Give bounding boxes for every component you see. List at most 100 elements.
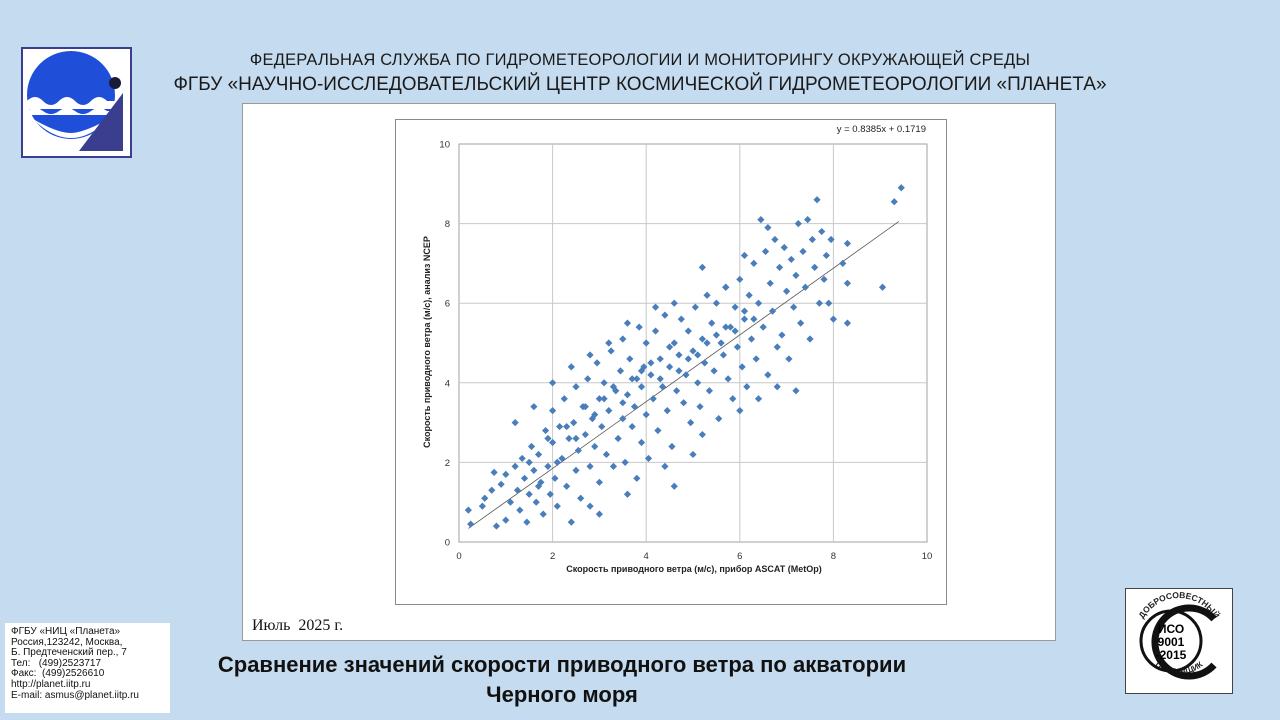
scatter-point: [843, 279, 852, 287]
scatter-point: [546, 490, 554, 498]
scatter-point: [525, 458, 533, 466]
caption-line-1: Сравнение значений скорости приводного в…: [217, 652, 907, 677]
scatter-point: [815, 299, 823, 307]
y-axis-label: Скорость приводного ветра (м/с), анализ …: [422, 236, 432, 448]
scatter-point: [637, 438, 646, 447]
scatter-point: [623, 490, 632, 498]
scatter-point: [516, 506, 524, 514]
scatter-point: [736, 407, 744, 415]
scatter-point: [511, 419, 519, 427]
scatter-point: [752, 355, 760, 363]
cert-line-1: ИСО: [1158, 622, 1184, 636]
scatter-point: [649, 395, 657, 403]
scatter-point: [670, 482, 678, 490]
scatter-point: [609, 462, 618, 470]
scatter-point: [698, 263, 706, 271]
scatter-point: [698, 430, 706, 439]
scatter-point: [708, 319, 716, 327]
scatter-point: [687, 419, 695, 427]
scatter-point: [703, 339, 711, 347]
scatter-point: [731, 327, 739, 335]
scatter-point: [733, 343, 742, 351]
scatter-point: [586, 351, 594, 359]
scatter-point: [593, 359, 601, 367]
scatter-point: [785, 355, 793, 363]
scatter-point: [637, 383, 646, 391]
scatter-point: [668, 442, 676, 451]
scatter-point: [724, 375, 732, 383]
scatter-point: [623, 391, 632, 399]
scatter-point: [764, 223, 772, 232]
scatter-point: [710, 367, 718, 375]
scatter-point: [497, 480, 505, 488]
scatter-point: [878, 283, 887, 291]
trendline-equation: y = 0.8385x + 0.1719: [837, 124, 926, 135]
scatter-point: [464, 506, 472, 514]
scatter-point: [722, 323, 730, 331]
contact-link[interactable]: http://planet.iitp.ru: [11, 678, 91, 690]
scatter-point: [689, 347, 697, 355]
scatter-point: [712, 331, 720, 339]
scatter-point: [677, 315, 685, 323]
scatter-point: [684, 327, 692, 335]
scatter-point: [754, 395, 763, 403]
scatter-point: [670, 299, 678, 307]
scatter-point: [621, 458, 629, 466]
scatter-point: [513, 486, 522, 494]
scatter-point: [492, 522, 501, 530]
scatter-point: [764, 371, 772, 379]
scatter-point: [750, 315, 758, 323]
scatter-point: [822, 251, 830, 260]
contact-email[interactable]: E-mail: asmus@planet.iitp.ru: [11, 689, 139, 701]
scatter-point: [605, 407, 613, 415]
contact-line: ФГБУ «НИЦ «Планета»: [11, 626, 121, 637]
scatter-point: [680, 399, 688, 407]
center-title: ФГБУ «НАУЧНО-ИССЛЕДОВАТЕЛЬСКИЙ ЦЕНТР КОС…: [173, 74, 1107, 95]
scatter-point: [488, 486, 496, 494]
scatter-point: [549, 379, 557, 387]
scatter-point: [607, 347, 615, 355]
scatter-point: [766, 279, 774, 287]
scatter-point: [518, 454, 526, 463]
y-tick-label: 4: [445, 378, 450, 389]
scatter-point: [759, 323, 767, 331]
scatter-point: [647, 359, 655, 367]
scatter-point: [600, 395, 608, 403]
scatter-point: [820, 275, 828, 283]
caption-line-2: Черного моря: [486, 682, 638, 707]
scatter-point: [628, 422, 636, 431]
scatter-point: [761, 247, 770, 256]
scatter-point: [541, 426, 550, 435]
y-tick-label: 6: [445, 299, 450, 310]
scatter-point: [626, 355, 634, 363]
scatter-point: [663, 407, 671, 415]
scatter-point: [701, 359, 709, 367]
scatter-point: [656, 355, 664, 363]
slide-caption: Сравнение значений скорости приводного в…: [200, 650, 924, 710]
scatter-point: [563, 422, 571, 431]
scatter-point: [600, 379, 608, 387]
scatter-point: [783, 287, 791, 295]
scatter-point: [726, 323, 735, 331]
scatter-point: [572, 434, 580, 443]
scatter-point: [799, 247, 807, 256]
x-tick-label: 10: [922, 551, 933, 562]
scatter-point: [567, 363, 575, 371]
scatter-point: [539, 510, 547, 518]
scatter-point: [773, 383, 781, 391]
scatter-point: [586, 502, 594, 510]
scatter-point: [647, 371, 655, 379]
scatter-point: [818, 227, 826, 236]
logo-emblem: [27, 51, 123, 151]
scatter-point: [661, 462, 669, 470]
scatter-point: [560, 395, 568, 403]
scatter-point: [773, 343, 781, 351]
scatter-point: [750, 259, 758, 267]
scatter-point: [591, 442, 599, 451]
scatter-point: [691, 303, 699, 311]
x-tick-label: 0: [456, 551, 461, 562]
period-label: Июль 2025 г.: [252, 617, 344, 634]
scatter-point: [790, 303, 798, 311]
scatter-point: [502, 470, 510, 478]
scatter-point: [705, 387, 713, 395]
